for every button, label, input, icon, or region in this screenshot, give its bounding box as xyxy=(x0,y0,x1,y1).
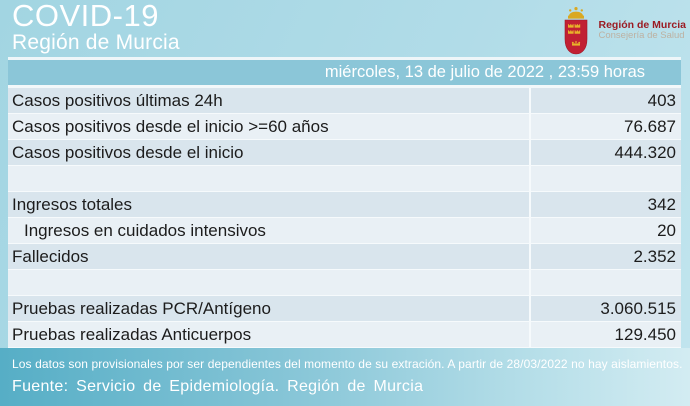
row-label xyxy=(8,166,531,191)
row-value xyxy=(531,166,681,191)
row-label: Pruebas realizadas Anticuerpos xyxy=(8,322,531,347)
footer: Los datos son provisionales por ser depe… xyxy=(0,348,690,406)
table-row: Ingresos totales 342 xyxy=(8,192,681,218)
table-row: Ingresos en cuidados intensivos 20 xyxy=(8,218,681,244)
row-label: Ingresos totales xyxy=(8,192,531,217)
table-row: Fallecidos 2.352 xyxy=(8,244,681,270)
small-crown-icon xyxy=(572,41,581,46)
row-value: 129.450 xyxy=(614,325,676,344)
row-label: Fallecidos xyxy=(8,244,531,269)
divider xyxy=(8,85,681,88)
table-row: Casos positivos últimas 24h 403 xyxy=(8,88,681,114)
page-title: COVID-19 xyxy=(12,0,159,33)
row-value: 2.352 xyxy=(633,247,676,266)
table-row: Pruebas realizadas Anticuerpos 129.450 xyxy=(8,322,681,348)
stats-table: Casos positivos últimas 24h 403 Casos posi… xyxy=(8,88,681,348)
row-label: Casos positivos desde el inicio xyxy=(8,140,531,165)
murcia-coat-of-arms-icon xyxy=(565,7,588,55)
row-label: Casos positivos desde el inicio >=60 año… xyxy=(8,114,531,139)
row-value: 3.060.515 xyxy=(600,299,676,318)
row-label xyxy=(8,270,531,295)
disclaimer-text: Los datos son provisionales por ser depe… xyxy=(12,357,683,371)
table-row: Casos positivos desde el inicio 444.320 xyxy=(8,140,681,166)
page-subtitle: Región de Murcia xyxy=(12,31,180,54)
table-row xyxy=(8,166,681,192)
row-value: 20 xyxy=(657,221,676,240)
row-value xyxy=(531,270,681,295)
table-row: Casos positivos desde el inicio >=60 año… xyxy=(8,114,681,140)
source-text: Fuente: Servicio de Epidemiología. Regió… xyxy=(12,378,424,395)
logo-org-name: Región de Murcia xyxy=(598,19,686,31)
divider xyxy=(8,57,681,60)
row-value: 76.687 xyxy=(624,117,676,136)
region-murcia-logo: Región de Murcia Consejería de Salud xyxy=(559,5,686,55)
row-value: 342 xyxy=(647,195,676,214)
table-row: Pruebas realizadas PCR/Antígeno 3.060.515 xyxy=(8,296,681,322)
row-label: Ingresos en cuidados intensivos xyxy=(8,218,531,243)
castles-icon xyxy=(568,24,581,34)
logo-dept-name: Consejería de Salud xyxy=(598,30,685,42)
row-value: 444.320 xyxy=(614,143,676,162)
row-value: 403 xyxy=(647,91,676,110)
row-label: Pruebas realizadas PCR/Antígeno xyxy=(8,296,531,321)
date-bar: miércoles, 13 de julio de 2022 , 23:59 h… xyxy=(8,60,681,85)
table-row xyxy=(8,270,681,296)
row-label: Casos positivos últimas 24h xyxy=(8,88,531,113)
